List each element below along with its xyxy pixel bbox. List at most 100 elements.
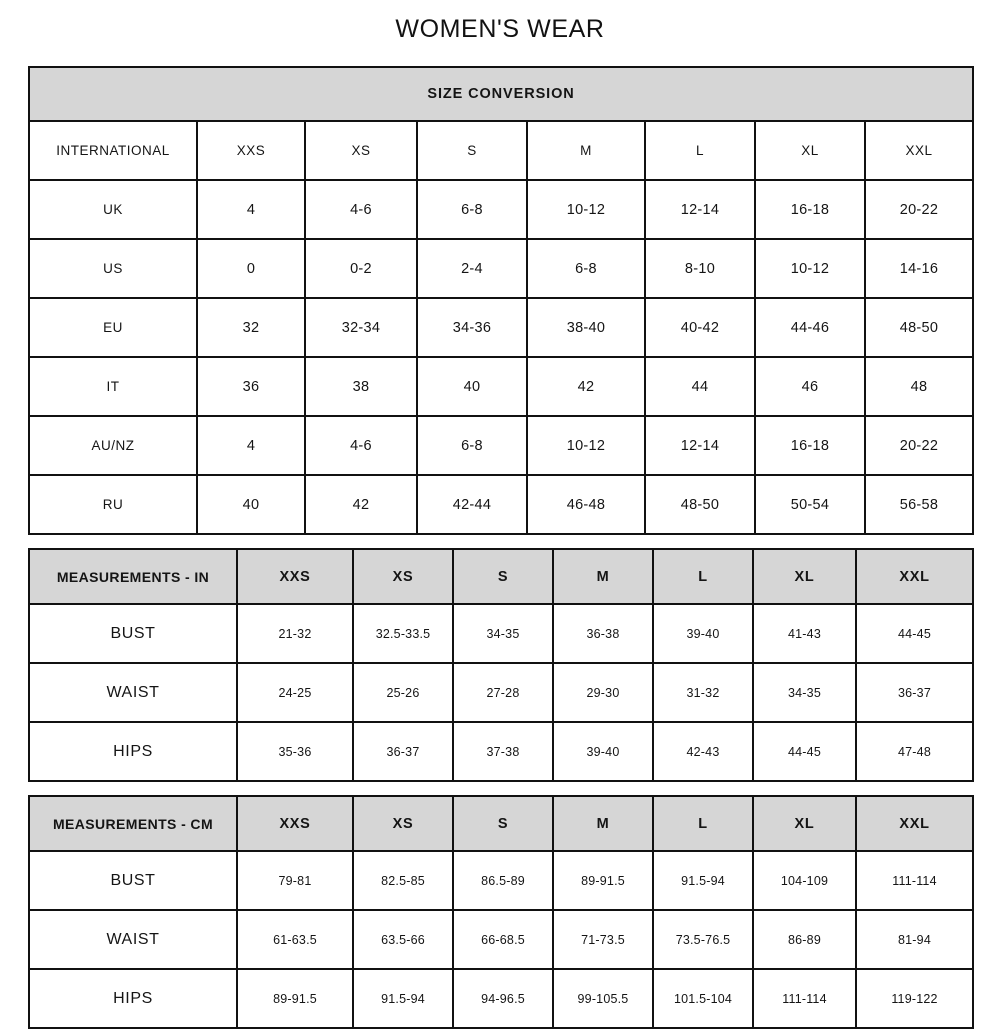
cell-aunz-xs: 4-6 xyxy=(304,415,418,476)
cell-bust-in-xl: 41-43 xyxy=(752,603,857,664)
measurements-in-size-l: L xyxy=(652,548,754,605)
measurements-cm-size-xxs: XXS xyxy=(236,795,354,852)
cell-us-l: 8-10 xyxy=(644,238,756,299)
cell-hips-in-s: 37-38 xyxy=(452,721,554,782)
cell-waist-in-xs: 25-26 xyxy=(352,662,454,723)
cell-ru-xs: 42 xyxy=(304,474,418,535)
size-conversion-banner-row: SIZE CONVERSION xyxy=(28,66,974,122)
measurements-cm-label: MEASUREMENTS - CM xyxy=(28,795,238,852)
cell-uk-s: 6-8 xyxy=(416,179,528,240)
cell-bust-cm-l: 91.5-94 xyxy=(652,850,754,911)
cell-waist-in-s: 27-28 xyxy=(452,662,554,723)
cell-ru-m: 46-48 xyxy=(526,474,646,535)
cell-hips-cm-s: 94-96.5 xyxy=(452,968,554,1029)
header-size-xs: XS xyxy=(304,120,418,181)
measurements-in-size-xs: XS xyxy=(352,548,454,605)
row-label-bust-in: BUST xyxy=(28,603,238,664)
cell-it-xxl: 48 xyxy=(864,356,974,417)
measurements-in-label: MEASUREMENTS - IN xyxy=(28,548,238,605)
cell-aunz-xxs: 4 xyxy=(196,415,306,476)
cell-bust-cm-xxl: 111-114 xyxy=(855,850,974,911)
cell-eu-xl: 44-46 xyxy=(754,297,866,358)
row-label-us: US xyxy=(28,238,198,299)
table-row: BUST 79-81 82.5-85 86.5-89 89-91.5 91.5-… xyxy=(28,850,974,911)
row-label-waist-cm: WAIST xyxy=(28,909,238,970)
measurements-cm-size-xl: XL xyxy=(752,795,857,852)
cell-bust-in-xs: 32.5-33.5 xyxy=(352,603,454,664)
table-row: HIPS 35-36 36-37 37-38 39-40 42-43 44-45… xyxy=(28,721,974,782)
cell-bust-cm-xl: 104-109 xyxy=(752,850,857,911)
row-label-aunz: AU/NZ xyxy=(28,415,198,476)
cell-hips-cm-xxs: 89-91.5 xyxy=(236,968,354,1029)
size-chart-page: WOMEN'S WEAR SIZE CONVERSION INTERNATION… xyxy=(28,15,974,1029)
size-conversion-header-row: INTERNATIONAL XXS XS S M L XL XXL xyxy=(28,120,974,181)
header-size-xxl: XXL xyxy=(864,120,974,181)
cell-uk-xl: 16-18 xyxy=(754,179,866,240)
measurements-in-size-xxs: XXS xyxy=(236,548,354,605)
header-international: INTERNATIONAL xyxy=(28,120,198,181)
cell-bust-in-xxl: 44-45 xyxy=(855,603,974,664)
cell-ru-xl: 50-54 xyxy=(754,474,866,535)
cell-eu-m: 38-40 xyxy=(526,297,646,358)
cell-it-xl: 46 xyxy=(754,356,866,417)
cell-bust-cm-s: 86.5-89 xyxy=(452,850,554,911)
row-label-hips-cm: HIPS xyxy=(28,968,238,1029)
cell-waist-cm-xxs: 61-63.5 xyxy=(236,909,354,970)
cell-us-xxs: 0 xyxy=(196,238,306,299)
row-label-waist-in: WAIST xyxy=(28,662,238,723)
measurements-in-size-xl: XL xyxy=(752,548,857,605)
measurements-in-size-xxl: XXL xyxy=(855,548,974,605)
table-row: US 0 0-2 2-4 6-8 8-10 10-12 14-16 xyxy=(28,238,974,299)
cell-it-s: 40 xyxy=(416,356,528,417)
row-label-eu: EU xyxy=(28,297,198,358)
cell-bust-in-s: 34-35 xyxy=(452,603,554,664)
measurements-cm-header-row: MEASUREMENTS - CM XXS XS S M L XL XXL xyxy=(28,795,974,852)
cell-it-xxs: 36 xyxy=(196,356,306,417)
table-row: EU 32 32-34 34-36 38-40 40-42 44-46 48-5… xyxy=(28,297,974,358)
cell-ru-s: 42-44 xyxy=(416,474,528,535)
cell-waist-cm-l: 73.5-76.5 xyxy=(652,909,754,970)
cell-aunz-m: 10-12 xyxy=(526,415,646,476)
cell-ru-l: 48-50 xyxy=(644,474,756,535)
header-size-xl: XL xyxy=(754,120,866,181)
cell-waist-cm-xxl: 81-94 xyxy=(855,909,974,970)
cell-us-s: 2-4 xyxy=(416,238,528,299)
cell-hips-in-xl: 44-45 xyxy=(752,721,857,782)
cell-it-l: 44 xyxy=(644,356,756,417)
cell-it-m: 42 xyxy=(526,356,646,417)
measurements-cm-size-s: S xyxy=(452,795,554,852)
cell-bust-cm-m: 89-91.5 xyxy=(552,850,654,911)
cell-bust-in-l: 39-40 xyxy=(652,603,754,664)
table-row: IT 36 38 40 42 44 46 48 xyxy=(28,356,974,417)
cell-waist-cm-xl: 86-89 xyxy=(752,909,857,970)
table-row: WAIST 24-25 25-26 27-28 29-30 31-32 34-3… xyxy=(28,662,974,723)
cell-uk-xxs: 4 xyxy=(196,179,306,240)
row-label-uk: UK xyxy=(28,179,198,240)
header-size-l: L xyxy=(644,120,756,181)
header-size-s: S xyxy=(416,120,528,181)
cell-hips-cm-l: 101.5-104 xyxy=(652,968,754,1029)
table-row: AU/NZ 4 4-6 6-8 10-12 12-14 16-18 20-22 xyxy=(28,415,974,476)
cell-aunz-xl: 16-18 xyxy=(754,415,866,476)
cell-uk-xxl: 20-22 xyxy=(864,179,974,240)
cell-eu-s: 34-36 xyxy=(416,297,528,358)
cell-waist-in-xl: 34-35 xyxy=(752,662,857,723)
cell-hips-cm-xl: 111-114 xyxy=(752,968,857,1029)
measurements-cm-size-xxl: XXL xyxy=(855,795,974,852)
cell-uk-xs: 4-6 xyxy=(304,179,418,240)
cell-waist-in-xxl: 36-37 xyxy=(855,662,974,723)
cell-eu-xxl: 48-50 xyxy=(864,297,974,358)
cell-hips-in-l: 42-43 xyxy=(652,721,754,782)
cell-it-xs: 38 xyxy=(304,356,418,417)
cell-hips-in-xxs: 35-36 xyxy=(236,721,354,782)
row-label-bust-cm: BUST xyxy=(28,850,238,911)
table-row: WAIST 61-63.5 63.5-66 66-68.5 71-73.5 73… xyxy=(28,909,974,970)
cell-us-m: 6-8 xyxy=(526,238,646,299)
measurements-in-size-s: S xyxy=(452,548,554,605)
measurements-in-table-wrap: MEASUREMENTS - IN XXS XS S M L XL XXL BU… xyxy=(28,548,974,782)
cell-hips-in-m: 39-40 xyxy=(552,721,654,782)
measurements-cm-size-l: L xyxy=(652,795,754,852)
table-row: UK 4 4-6 6-8 10-12 12-14 16-18 20-22 xyxy=(28,179,974,240)
cell-hips-in-xs: 36-37 xyxy=(352,721,454,782)
table-row: RU 40 42 42-44 46-48 48-50 50-54 56-58 xyxy=(28,474,974,535)
